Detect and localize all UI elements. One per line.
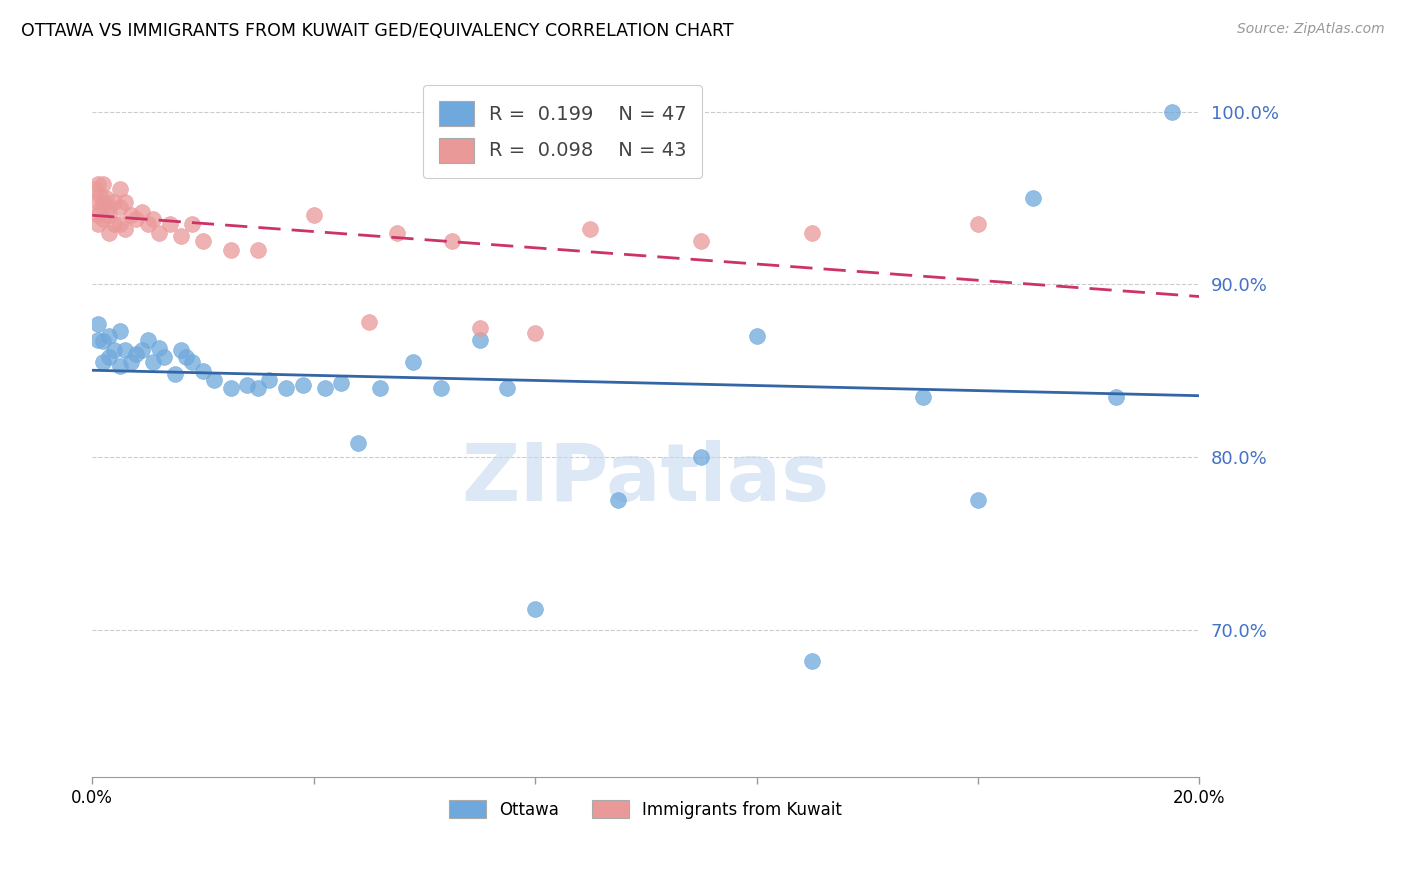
Point <box>142 355 165 369</box>
Point <box>97 200 120 214</box>
Point <box>91 178 114 192</box>
Point <box>91 194 114 209</box>
Point <box>97 208 120 222</box>
Point <box>148 342 170 356</box>
Point <box>180 355 202 369</box>
Point <box>170 229 193 244</box>
Point <box>800 654 823 668</box>
Point <box>1022 191 1045 205</box>
Point <box>89 187 111 202</box>
Point <box>247 381 270 395</box>
Point <box>108 217 131 231</box>
Point <box>114 343 136 358</box>
Point <box>274 381 297 395</box>
Point <box>191 364 214 378</box>
Point <box>103 343 125 358</box>
Point <box>97 350 120 364</box>
Point <box>142 211 165 226</box>
Legend: Ottawa, Immigrants from Kuwait: Ottawa, Immigrants from Kuwait <box>443 793 849 825</box>
Point <box>103 217 125 231</box>
Point <box>690 235 713 249</box>
Point <box>103 194 125 209</box>
Point <box>247 243 270 257</box>
Point <box>330 376 353 390</box>
Point <box>967 217 990 231</box>
Point <box>131 205 153 219</box>
Point <box>108 182 131 196</box>
Point <box>131 343 153 358</box>
Point <box>148 226 170 240</box>
Point <box>496 381 519 395</box>
Point <box>259 372 281 386</box>
Text: Source: ZipAtlas.com: Source: ZipAtlas.com <box>1237 22 1385 37</box>
Point <box>1160 104 1182 119</box>
Point <box>191 235 214 249</box>
Point <box>291 377 314 392</box>
Point <box>170 343 193 358</box>
Point <box>86 208 108 222</box>
Point <box>114 222 136 236</box>
Point <box>86 333 108 347</box>
Point <box>86 217 108 231</box>
Point <box>219 381 242 395</box>
Point <box>579 222 602 236</box>
Point <box>108 324 131 338</box>
Point <box>120 208 142 222</box>
Point <box>97 226 120 240</box>
Point <box>967 493 990 508</box>
Point <box>174 350 197 364</box>
Point <box>745 329 768 343</box>
Point <box>136 333 159 347</box>
Point <box>114 194 136 209</box>
Point <box>314 381 336 395</box>
Point <box>219 243 242 257</box>
Point <box>159 217 181 231</box>
Point <box>202 372 225 386</box>
Point <box>84 182 107 196</box>
Point <box>153 350 176 364</box>
Point <box>89 203 111 218</box>
Point <box>690 450 713 465</box>
Point <box>402 355 425 369</box>
Point <box>468 320 491 334</box>
Point <box>97 329 120 343</box>
Point <box>911 390 934 404</box>
Point <box>91 355 114 369</box>
Point <box>91 334 114 349</box>
Text: ZIPatlas: ZIPatlas <box>461 441 830 518</box>
Point <box>468 333 491 347</box>
Point <box>607 493 630 508</box>
Text: OTTAWA VS IMMIGRANTS FROM KUWAIT GED/EQUIVALENCY CORRELATION CHART: OTTAWA VS IMMIGRANTS FROM KUWAIT GED/EQU… <box>21 22 734 40</box>
Point <box>86 178 108 192</box>
Point <box>86 194 108 209</box>
Point <box>357 316 380 330</box>
Point <box>385 226 408 240</box>
Point <box>94 191 117 205</box>
Point <box>165 368 187 382</box>
Point <box>180 217 202 231</box>
Point <box>91 211 114 226</box>
Point <box>430 381 453 395</box>
Point <box>800 226 823 240</box>
Point <box>108 359 131 373</box>
Point <box>236 377 259 392</box>
Point <box>120 355 142 369</box>
Point <box>368 381 391 395</box>
Point <box>86 317 108 331</box>
Point <box>524 602 547 616</box>
Point <box>347 436 370 450</box>
Point <box>524 326 547 340</box>
Point <box>125 211 148 226</box>
Point <box>1105 390 1128 404</box>
Point <box>302 208 325 222</box>
Point <box>136 217 159 231</box>
Point <box>440 235 463 249</box>
Point <box>108 200 131 214</box>
Point <box>125 346 148 360</box>
